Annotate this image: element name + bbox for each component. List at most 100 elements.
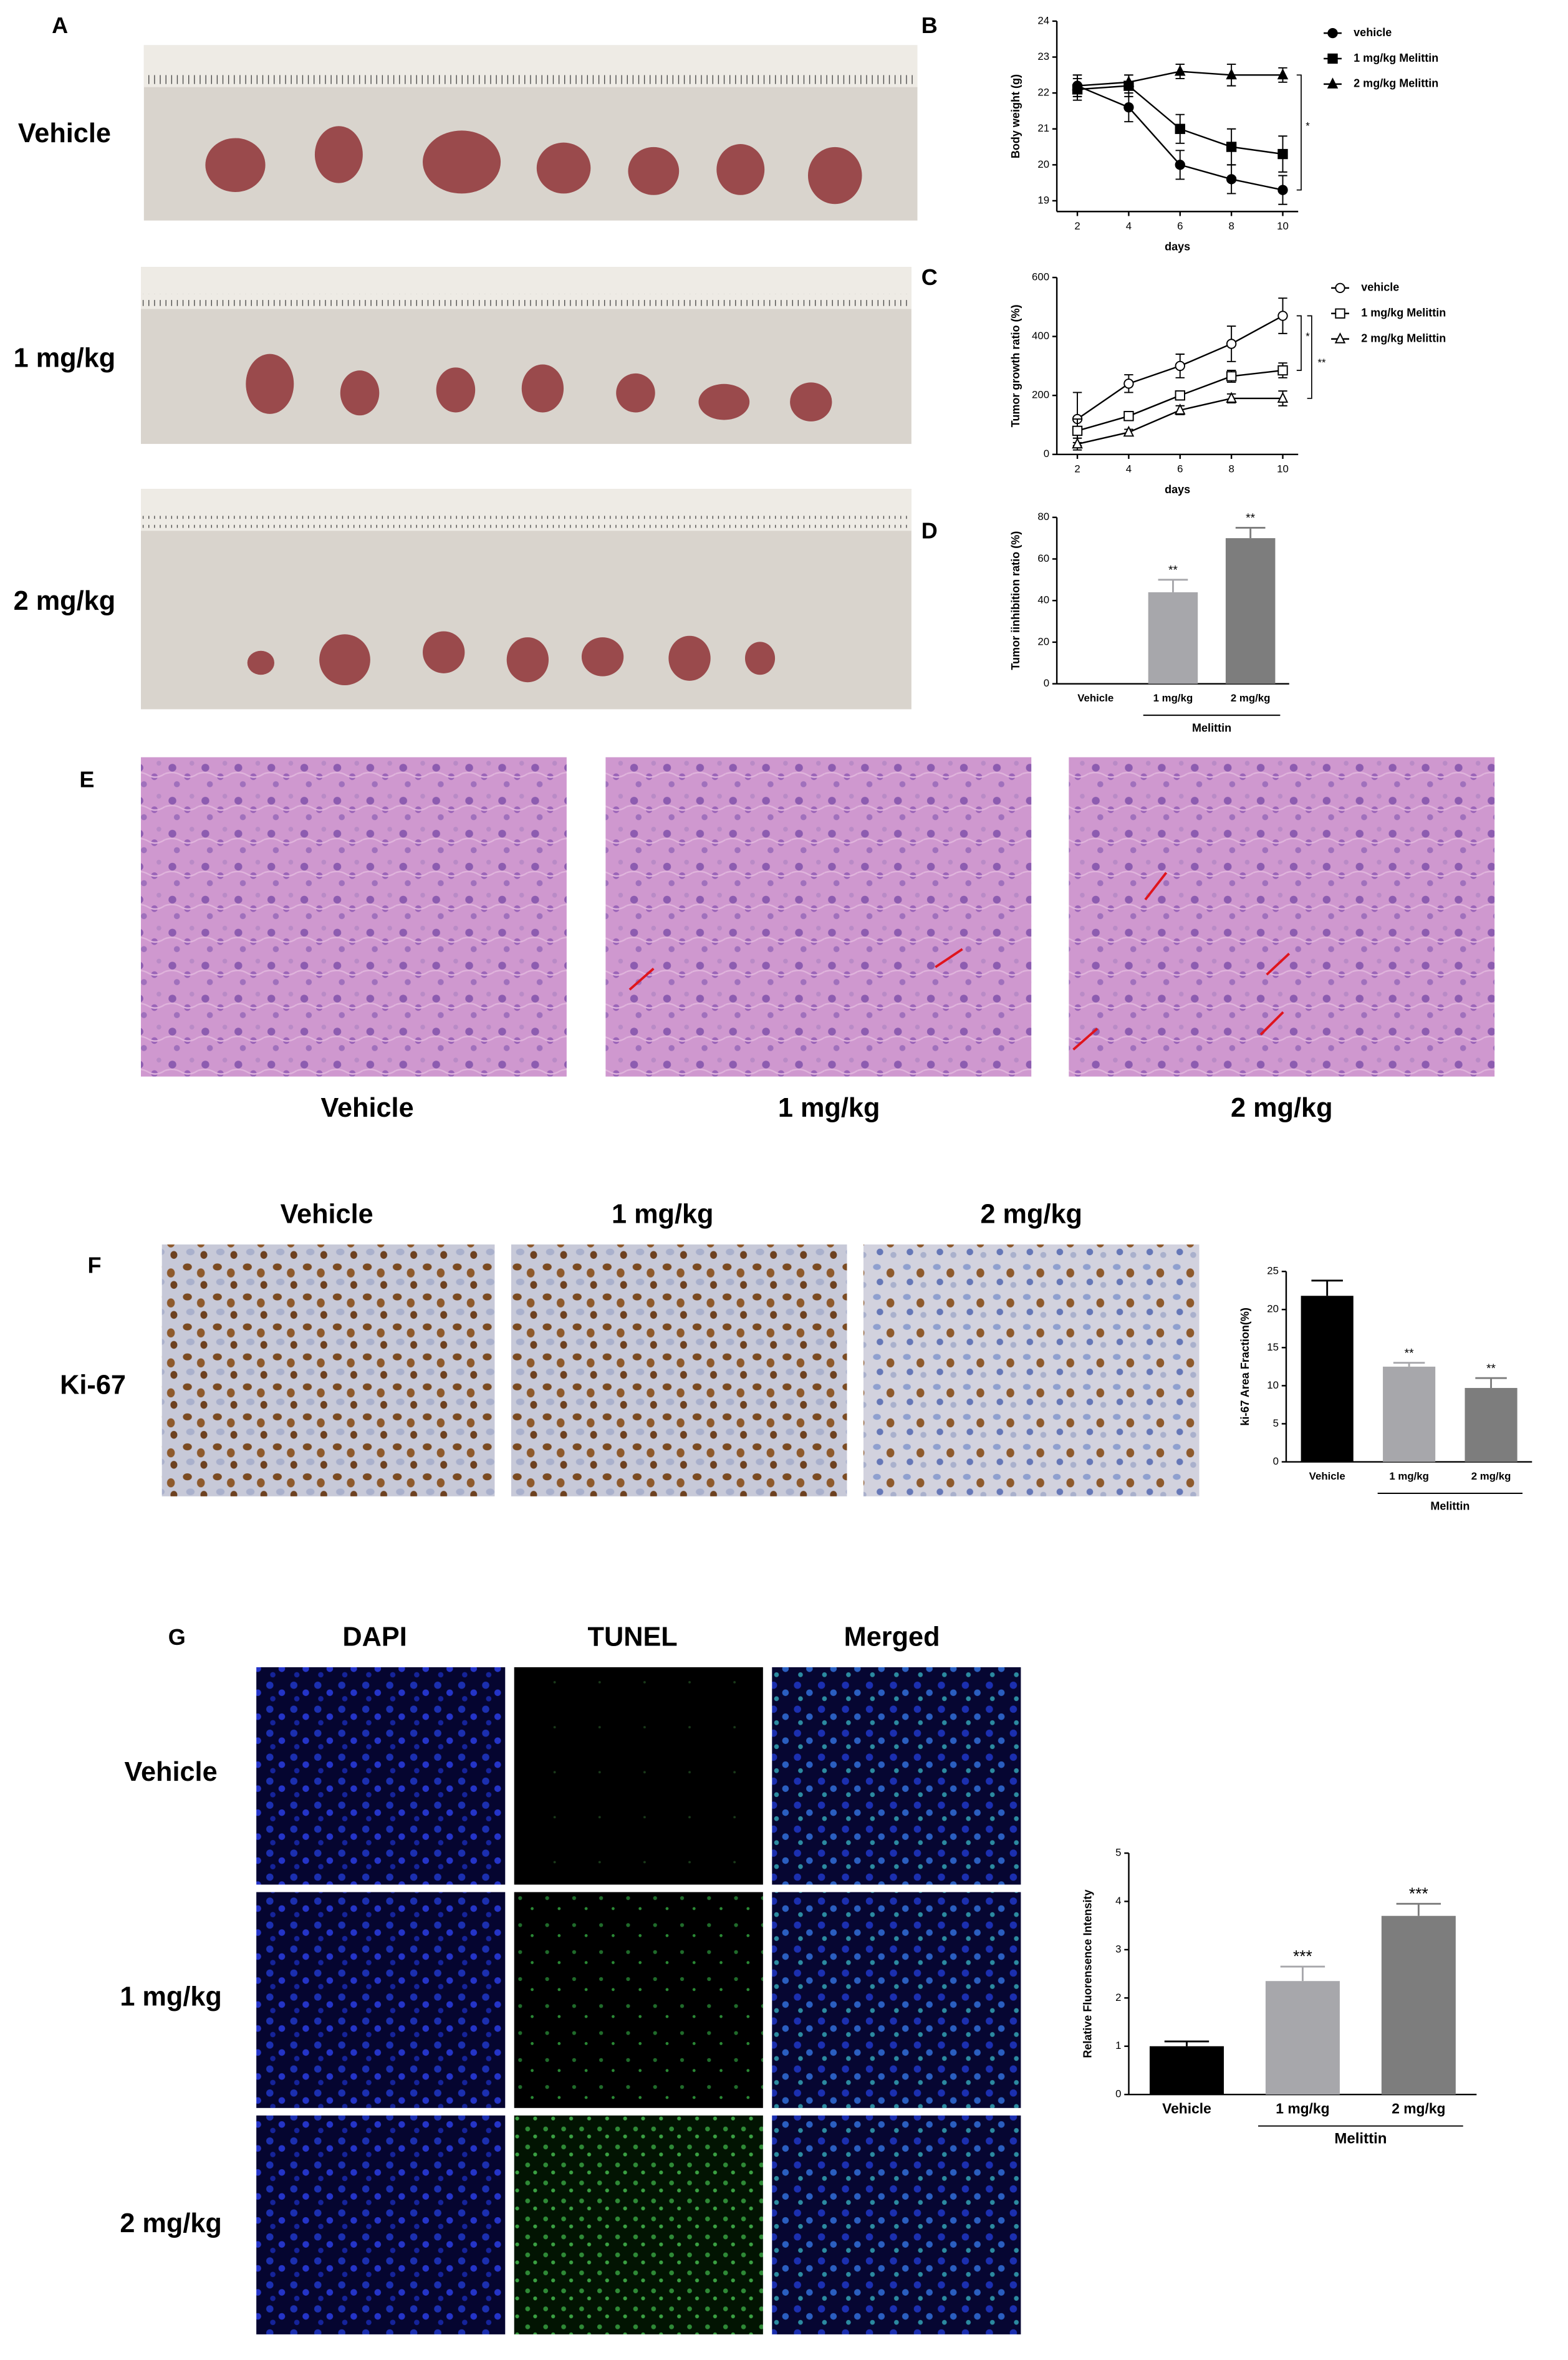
- he-image: [605, 757, 1032, 1077]
- y-tick-label: 40: [1037, 594, 1049, 606]
- point: [1277, 311, 1288, 321]
- tumor: [716, 144, 765, 195]
- x-tick-label: 2: [1074, 220, 1080, 232]
- error-bar: [1164, 2040, 1210, 2046]
- tumor: [340, 370, 380, 416]
- x-axis-label: days: [1165, 483, 1190, 496]
- point: [1175, 360, 1185, 372]
- tumor: [521, 364, 564, 413]
- tunel-image: [514, 1892, 763, 2108]
- y-tick-label: 5: [1273, 1417, 1279, 1429]
- x-tick-label: 4: [1126, 220, 1132, 232]
- point: [1175, 123, 1185, 134]
- group-label: Melittin: [1192, 722, 1231, 734]
- legend-label: 2 mg/kg Melittin: [1361, 332, 1446, 344]
- tumor: [423, 631, 465, 673]
- significance: ***: [1293, 1947, 1312, 1966]
- point: [1175, 160, 1185, 170]
- arrows: [628, 872, 1291, 1051]
- y-tick-label: 80: [1037, 511, 1049, 523]
- x-tick-label: 1 mg/kg: [1153, 692, 1193, 704]
- x-tick-label: Vehicle: [1077, 692, 1113, 704]
- panel-label: E: [79, 766, 94, 792]
- panel-label: B: [921, 12, 938, 38]
- point: [1123, 425, 1135, 437]
- y-tick-label: 21: [1037, 122, 1049, 134]
- bar: [1149, 2046, 1224, 2095]
- column-label: DAPI: [342, 1622, 406, 1652]
- column-label: Vehicle: [321, 1093, 414, 1123]
- x-tick-label: 4: [1126, 463, 1132, 474]
- y-tick-label: 0: [1044, 677, 1049, 689]
- y-tick-label: 24: [1037, 14, 1049, 26]
- y-tick-label: 2: [1115, 1992, 1121, 2003]
- y-tick-label: 3: [1115, 1943, 1121, 1955]
- y-tick-label: 23: [1037, 51, 1049, 62]
- row-label: 1 mg/kg: [120, 1982, 222, 2012]
- error-bar: [1396, 1902, 1441, 1916]
- merged-image: [772, 2115, 1021, 2334]
- column-label: TUNEL: [588, 1622, 678, 1652]
- y-tick-label: 0: [1115, 2088, 1121, 2100]
- merged-image: [772, 1892, 1021, 2108]
- tumor: [205, 138, 266, 193]
- y-tick-label: 20: [1267, 1303, 1279, 1315]
- point: [1226, 142, 1237, 152]
- y-tick-label: 5: [1115, 1847, 1121, 1859]
- y-tick-label: 20: [1037, 635, 1049, 647]
- error-bar: [1280, 1965, 1325, 1982]
- point: [1226, 68, 1237, 80]
- panel-label: A: [52, 12, 68, 38]
- tunel-image: [514, 2115, 763, 2334]
- tumor: [581, 637, 624, 677]
- row-label: Vehicle: [125, 1757, 218, 1787]
- legend-label: 2 mg/kg Melittin: [1354, 77, 1438, 90]
- x-tick-label: 2 mg/kg: [1392, 2100, 1445, 2116]
- x-tick-label: 8: [1228, 220, 1234, 232]
- x-tick-label: 10: [1277, 463, 1289, 474]
- point: [1123, 75, 1135, 87]
- legend-marker: [1327, 27, 1338, 39]
- row-label: Ki-67: [60, 1370, 126, 1400]
- panel-label: F: [87, 1252, 101, 1278]
- column-label: 2 mg/kg: [1231, 1093, 1333, 1123]
- y-axis-label: Relative Fluorensence Intensity: [1081, 1889, 1094, 2058]
- y-tick-label: 19: [1037, 194, 1049, 206]
- tumor: [698, 383, 750, 420]
- significance: **: [1486, 1362, 1496, 1375]
- tumor: [506, 637, 549, 683]
- group-label: Melittin: [1334, 2131, 1387, 2147]
- error-bar: [1311, 1279, 1343, 1296]
- tumor: [436, 367, 476, 413]
- tumor: [536, 142, 591, 194]
- y-axis-label: Body weight (g): [1009, 74, 1022, 158]
- point: [1123, 411, 1134, 421]
- error-bar: [1475, 1377, 1507, 1389]
- tunel-image: [514, 1667, 763, 1885]
- point: [1175, 403, 1186, 415]
- x-tick-label: 6: [1177, 220, 1183, 232]
- legend-marker: [1327, 53, 1338, 64]
- legend-marker: [1327, 77, 1339, 89]
- panel-label: D: [921, 518, 938, 543]
- ruler-ticks: [141, 516, 911, 528]
- dapi-image: [256, 1667, 506, 1885]
- tumor: [319, 634, 370, 686]
- ihc-image: [863, 1244, 1200, 1496]
- y-tick-label: 20: [1037, 158, 1049, 170]
- point: [1123, 378, 1134, 389]
- point: [1277, 392, 1289, 403]
- tumor: [423, 130, 501, 194]
- bar: [1148, 592, 1198, 684]
- ihc-image: [161, 1244, 495, 1496]
- point: [1277, 365, 1288, 376]
- legend-marker: [1335, 308, 1345, 319]
- series-line: [1077, 369, 1283, 432]
- row-label: 1 mg/kg: [14, 344, 116, 373]
- x-tick-label: Vehicle: [1309, 1470, 1345, 1482]
- he-image: [141, 757, 567, 1077]
- point: [1175, 64, 1186, 76]
